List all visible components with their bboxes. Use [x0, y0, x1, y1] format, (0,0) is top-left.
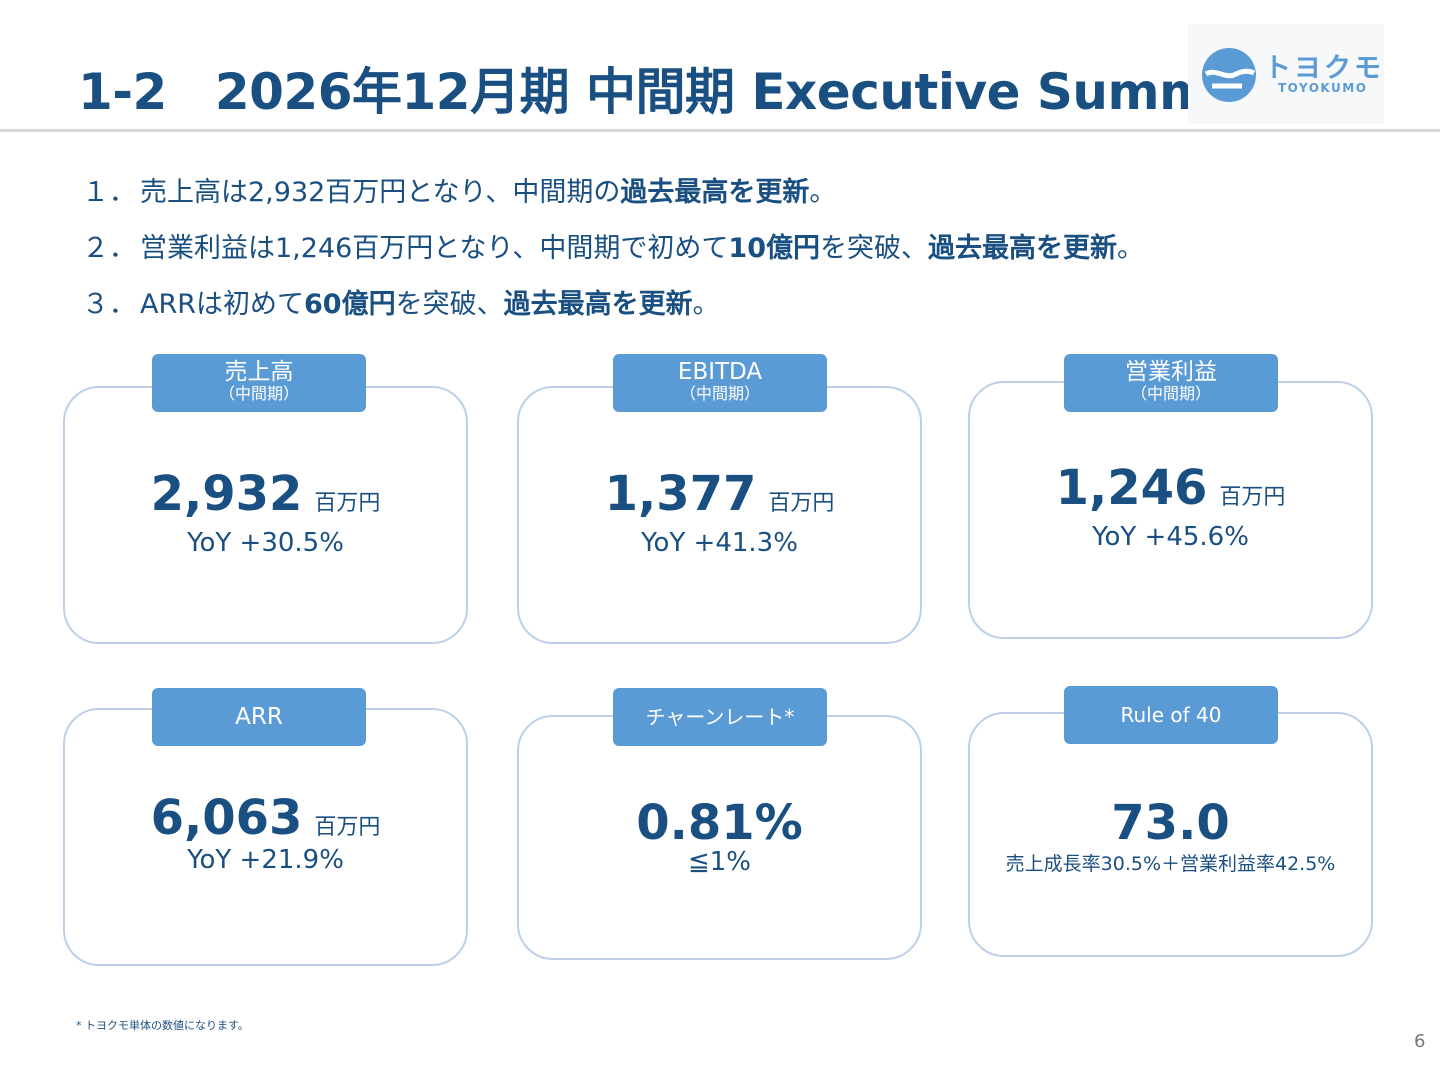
- kpi-label-sub: （中間期）: [679, 384, 760, 403]
- kpi-note-operating-profit: YoY +45.6%: [1092, 522, 1249, 552]
- page-title: 1-2 2026年12月期 中間期 Executive Summary: [78, 52, 1301, 124]
- kpi-unit: 百万円: [314, 491, 381, 516]
- kpi-value-ebitda: 1,377 百万円: [517, 466, 922, 522]
- bullet-index: １．: [82, 177, 136, 208]
- kpi-unit: 百万円: [1219, 485, 1286, 510]
- kpi-value-rule-of-40: 73.0: [968, 795, 1373, 851]
- kpi-note-ebitda: YoY +41.3%: [641, 528, 798, 558]
- kpi-label: 売上高: [224, 359, 294, 385]
- kpi-number: 6,063: [150, 790, 303, 846]
- kpi-card-arr: [63, 708, 468, 966]
- kpi-card-sales: [63, 386, 468, 644]
- kpi-number: 1,377: [604, 466, 757, 522]
- kpi-number: 1,246: [1055, 460, 1208, 516]
- kpi-value-sales: 2,932 百万円: [63, 466, 468, 522]
- kpi-label: Rule of 40: [1120, 703, 1222, 727]
- bullet-emphasis: 過去最高を更新: [503, 289, 693, 320]
- kpi-label: ARR: [235, 704, 283, 730]
- kpi-value-arr: 6,063 百万円: [63, 790, 468, 846]
- kpi-label-sub: （中間期）: [218, 384, 299, 403]
- summary-bullets: １． 売上高は2,932百万円となり、中間期の過去最高を更新。 ２． 営業利益は1,…: [82, 174, 1144, 342]
- kpi-tab-churn: チャーンレート*: [613, 688, 827, 746]
- bullet-text: 。: [809, 177, 837, 208]
- bullet-1: １． 売上高は2,932百万円となり、中間期の過去最高を更新。: [82, 174, 1144, 230]
- page-number: 6: [1414, 1031, 1426, 1052]
- kpi-number: 0.81%: [636, 795, 803, 851]
- kpi-tab-arr: ARR: [152, 688, 366, 746]
- bullet-index: ３．: [82, 289, 136, 320]
- bullet-text: 売上高は2,932百万円となり、中間期の: [140, 177, 621, 208]
- bullet-emphasis: 10億円: [728, 233, 820, 264]
- bullet-text: を突破、: [819, 233, 928, 264]
- kpi-tab-ebitda: EBITDA （中間期）: [613, 354, 827, 412]
- kpi-number: 73.0: [1111, 795, 1230, 851]
- kpi-note-rule-of-40: 売上成長率30.5%＋営業利益率42.5%: [1005, 853, 1336, 875]
- company-logo: トヨクモ TOYOKUMO: [1188, 24, 1384, 124]
- bullet-text: を突破、: [395, 289, 504, 320]
- kpi-unit: 百万円: [768, 491, 835, 516]
- logo-name: トヨクモ: [1264, 53, 1384, 84]
- bullet-text: ARRは初めて: [140, 289, 304, 320]
- kpi-tab-sales: 売上高 （中間期）: [152, 354, 366, 412]
- bullet-emphasis: 過去最高を更新: [620, 177, 810, 208]
- kpi-card-rule-of-40: [968, 712, 1373, 957]
- bullet-index: ２．: [82, 233, 136, 264]
- kpi-label: 営業利益: [1125, 359, 1217, 385]
- footnote: * トヨクモ単体の数値になります。: [76, 1019, 249, 1032]
- kpi-value-operating-profit: 1,246 百万円: [968, 460, 1373, 516]
- kpi-label: EBITDA: [677, 359, 763, 385]
- cloud-logo-icon: [1202, 48, 1256, 102]
- section-number: 1-2: [78, 63, 167, 121]
- bullet-emphasis: 60億円: [304, 289, 396, 320]
- kpi-label: チャーンレート*: [645, 705, 795, 729]
- bullet-text: 。: [692, 289, 720, 320]
- kpi-card-churn: [517, 715, 922, 960]
- kpi-note-churn: ≦1%: [687, 847, 752, 877]
- kpi-tab-operating-profit: 営業利益 （中間期）: [1064, 354, 1278, 412]
- title-text: 2026年12月期 中間期 Executive Summary: [214, 63, 1301, 121]
- kpi-unit: 百万円: [314, 815, 381, 840]
- kpi-label-sub: （中間期）: [1130, 384, 1211, 403]
- bullet-text: 。: [1116, 233, 1144, 264]
- bullet-2: ２． 営業利益は1,246百万円となり、中間期で初めて10億円を突破、過去最高を更…: [82, 230, 1144, 286]
- kpi-note-arr: YoY +21.9%: [187, 845, 344, 875]
- kpi-note-sales: YoY +30.5%: [187, 528, 344, 558]
- logo-subtext: TOYOKUMO: [1278, 81, 1368, 95]
- bullet-text: 営業利益は1,246百万円となり、中間期で初めて: [140, 233, 729, 264]
- bullet-emphasis: 過去最高を更新: [927, 233, 1117, 264]
- kpi-tab-rule-of-40: Rule of 40: [1064, 686, 1278, 744]
- kpi-card-ebitda: [517, 386, 922, 644]
- title-divider: [0, 129, 1440, 132]
- bullet-3: ３． ARRは初めて60億円を突破、過去最高を更新。: [82, 286, 1144, 342]
- kpi-value-churn: 0.81%: [517, 795, 922, 851]
- kpi-number: 2,932: [150, 466, 303, 522]
